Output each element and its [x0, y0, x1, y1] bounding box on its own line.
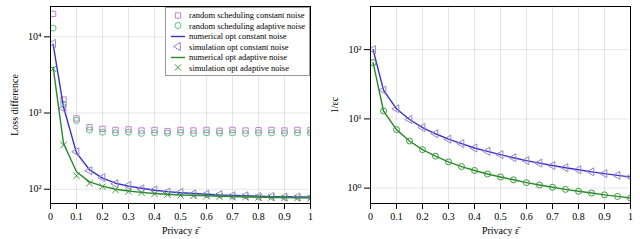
svg-text:0: 0 [48, 211, 53, 222]
svg-text:0.8: 0.8 [252, 211, 265, 222]
svg-text:10³: 10³ [29, 107, 42, 118]
svg-text:0.1: 0.1 [390, 211, 403, 222]
svg-text:10¹: 10¹ [349, 113, 362, 124]
svg-text:10²: 10² [29, 183, 42, 194]
svg-text:1: 1 [308, 211, 313, 222]
svg-text:0.4: 0.4 [148, 211, 161, 222]
svg-text:Privacy ε̄: Privacy ε̄ [162, 225, 201, 236]
html-text:simulation opt constant noise: simulation opt constant noise [189, 41, 289, 52]
svg-text:Privacy ε̄: Privacy ε̄ [482, 225, 521, 236]
html-text:numerical opt adaptive noise: numerical opt adaptive noise [189, 52, 288, 62]
svg-text:1: 1 [628, 211, 633, 222]
html-text:random scheduling adaptive noi: random scheduling adaptive noise [189, 20, 305, 31]
html-text:random scheduling constant noi: random scheduling constant noise [189, 10, 305, 20]
svg-text:0.9: 0.9 [598, 211, 611, 222]
svg-text:1/εc: 1/εc [329, 96, 340, 113]
svg-text:Loss difference: Loss difference [9, 74, 20, 136]
svg-text:0.5: 0.5 [494, 211, 507, 222]
svg-text:0.6: 0.6 [200, 211, 213, 222]
svg-text:0.4: 0.4 [468, 211, 481, 222]
html-text:simulation opt adaptive noise: simulation opt adaptive noise [189, 62, 289, 73]
svg-text:10⁴: 10⁴ [28, 31, 42, 42]
svg-text:0.1: 0.1 [70, 211, 83, 222]
svg-text:0: 0 [368, 211, 373, 222]
svg-text:0.7: 0.7 [226, 211, 239, 222]
svg-text:10²: 10² [349, 44, 362, 55]
svg-text:10⁰: 10⁰ [347, 182, 361, 193]
svg-text:0.8: 0.8 [572, 211, 585, 222]
html-text:numerical opt constant noise: numerical opt constant noise [189, 31, 287, 41]
svg-text:0.2: 0.2 [96, 211, 109, 222]
svg-text:0.3: 0.3 [442, 211, 455, 222]
svg-text:0.5: 0.5 [174, 211, 187, 222]
svg-text:0.6: 0.6 [520, 211, 533, 222]
svg-text:0.3: 0.3 [122, 211, 135, 222]
svg-text:0.7: 0.7 [546, 211, 559, 222]
svg-text:0.2: 0.2 [416, 211, 429, 222]
svg-text:0.9: 0.9 [278, 211, 291, 222]
